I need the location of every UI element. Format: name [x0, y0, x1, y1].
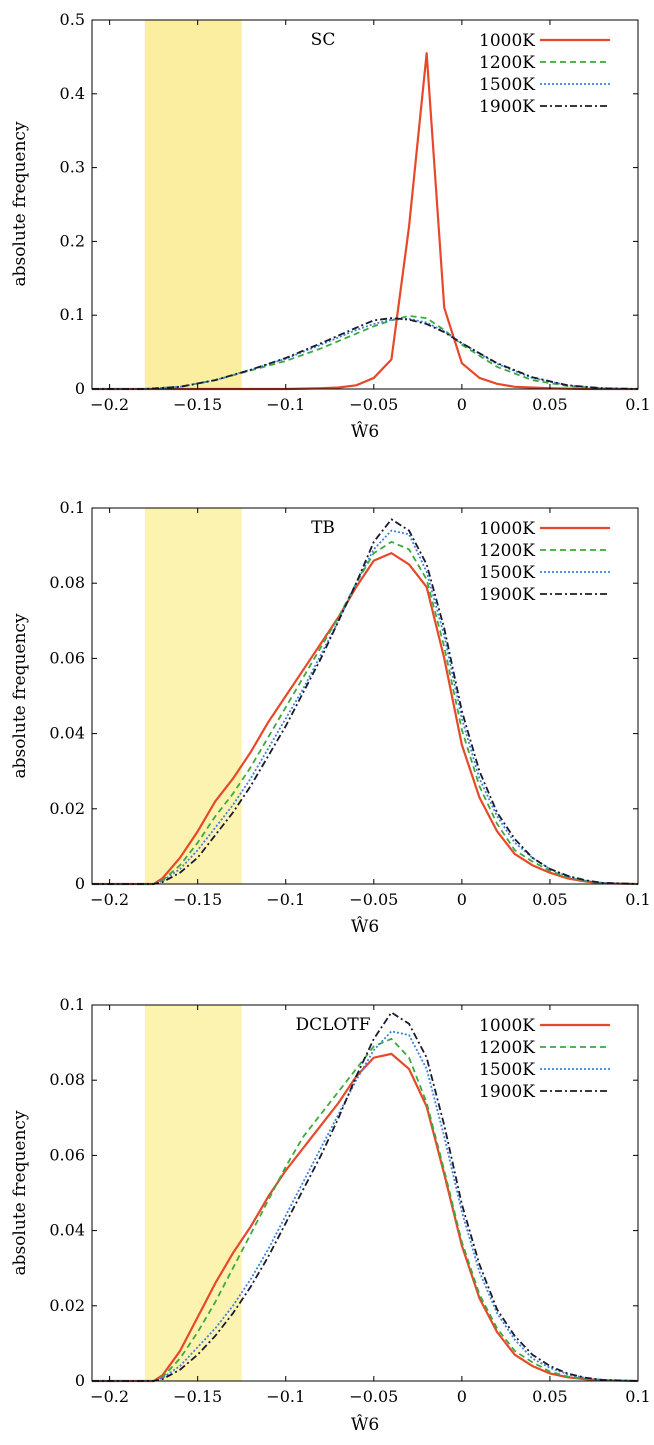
y-tick-label: 0.04 — [49, 724, 85, 743]
y-tick-label: 0.4 — [60, 84, 85, 103]
chart-title: TB — [311, 518, 335, 538]
highlight-band — [144, 508, 242, 884]
x-tick-label: −0.1 — [266, 1387, 305, 1406]
legend-label: 1000K — [479, 519, 535, 539]
legend-label: 1200K — [479, 53, 535, 73]
series-line-1900K — [92, 518, 639, 885]
x-tick-label: −0.2 — [90, 890, 129, 909]
y-tick-label: 0.02 — [49, 799, 85, 818]
x-tick-label: −0.15 — [173, 890, 222, 909]
y-tick-label: 0.04 — [49, 1221, 85, 1240]
panel-tb: TB absolute frequency Ŵ6 −0.2 −0.15 −0.1 −0… — [10, 498, 651, 937]
y-tick-label: 0.1 — [60, 498, 85, 517]
x-tick-label: −0.05 — [349, 1387, 398, 1406]
x-tick-label: 0.05 — [532, 395, 568, 414]
plot-frame — [91, 19, 639, 390]
legend-label: 1500K — [479, 75, 535, 95]
y-tick-label: 0 — [75, 379, 85, 398]
legend-label: 1500K — [479, 1060, 535, 1080]
legend-label: 1000K — [479, 1016, 535, 1036]
x-tick-label: 0 — [457, 890, 467, 909]
plot-frame — [91, 1004, 639, 1382]
x-tick-label: 0 — [457, 395, 467, 414]
x-tick-label: −0.15 — [173, 1387, 222, 1406]
y-tick-label: 0.06 — [49, 648, 85, 667]
panel-dclotf: DCLOTF absolute frequency Ŵ6 −0.2 −0.15 −0… — [10, 995, 651, 1435]
y-tick-label: 0 — [75, 1371, 85, 1390]
legend-label: 1900K — [479, 1082, 535, 1102]
legend-label: 1000K — [479, 31, 535, 51]
series-line-1900K — [92, 317, 639, 390]
x-axis-label: Ŵ6 — [351, 1414, 379, 1435]
series-line-1000K — [92, 1052, 639, 1383]
x-axis-label: Ŵ6 — [351, 916, 379, 937]
y-tick-label: 0.1 — [60, 995, 85, 1014]
x-tick-label: −0.1 — [266, 395, 305, 414]
x-tick-label: 0.1 — [625, 890, 650, 909]
panel-sc: SC absolute frequency Ŵ6 −0.2 −0.15 −0.1 −0… — [10, 10, 651, 442]
x-tick-label: 0.1 — [625, 1387, 650, 1406]
legend-label: 1900K — [479, 97, 535, 117]
series-line-1000K — [92, 52, 638, 391]
series-line-1200K — [92, 540, 639, 885]
series-line-1200K — [92, 1037, 639, 1382]
y-tick-label: 0.08 — [49, 573, 85, 592]
series-line-1000K — [92, 552, 639, 886]
x-tick-label: −0.2 — [90, 395, 129, 414]
y-axis-label: absolute frequency — [10, 121, 30, 286]
x-tick-label: 0 — [457, 1387, 467, 1406]
legend-label: 1200K — [479, 1038, 535, 1058]
y-tick-label: 0.1 — [60, 305, 85, 324]
legend-label: 1200K — [479, 541, 535, 561]
y-tick-label: 0 — [75, 874, 85, 893]
x-tick-label: −0.05 — [349, 395, 398, 414]
x-tick-label: 0.05 — [532, 1387, 568, 1406]
y-axis-label: absolute frequency — [10, 1110, 30, 1275]
chart-title: DCLOTF — [296, 1015, 371, 1035]
y-tick-label: 0.02 — [49, 1296, 85, 1315]
legend-label: 1900K — [479, 585, 535, 605]
highlight-band — [144, 1005, 242, 1381]
y-tick-label: 0.3 — [60, 158, 85, 177]
series-line-1900K — [92, 1011, 639, 1382]
x-tick-label: −0.1 — [266, 890, 305, 909]
y-tick-label: 0.08 — [49, 1070, 85, 1089]
y-tick-label: 0.2 — [60, 231, 85, 250]
x-tick-label: −0.15 — [173, 395, 222, 414]
y-axis-label: absolute frequency — [10, 613, 30, 778]
chart-title: SC — [311, 30, 336, 50]
x-axis-label: Ŵ6 — [351, 421, 379, 442]
x-tick-label: −0.05 — [349, 890, 398, 909]
x-tick-label: 0.1 — [625, 395, 650, 414]
x-tick-label: 0.05 — [532, 890, 568, 909]
x-tick-label: −0.2 — [90, 1387, 129, 1406]
plot-frame — [91, 507, 639, 885]
y-tick-label: 0.06 — [49, 1145, 85, 1164]
y-tick-label: 0.5 — [60, 10, 85, 29]
legend-label: 1500K — [479, 563, 535, 583]
highlight-band — [144, 20, 242, 389]
series-line-1500K — [92, 1030, 639, 1382]
